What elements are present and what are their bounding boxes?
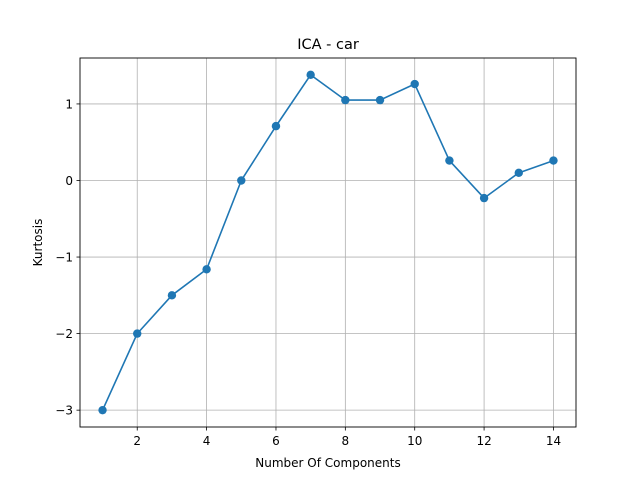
y-tick-label: −3 bbox=[55, 404, 73, 418]
data-point-marker bbox=[202, 265, 211, 274]
x-axis-title: Number Of Components bbox=[255, 456, 400, 470]
plot-area-frame bbox=[79, 57, 577, 428]
data-point-marker bbox=[133, 329, 142, 338]
ticks: 2 4 6 8 10 12 14 −3 −2 −1 0 1 bbox=[55, 97, 561, 448]
data-point-marker bbox=[271, 121, 281, 131]
data-point-marker bbox=[410, 79, 419, 89]
series-line bbox=[101, 74, 554, 411]
data-point-marker bbox=[479, 193, 489, 203]
data-point-marker bbox=[306, 70, 315, 80]
y-tick-label: 1 bbox=[65, 97, 73, 111]
data-point-marker bbox=[98, 405, 107, 415]
x-tick-label: 10 bbox=[407, 434, 422, 448]
data-point-marker bbox=[445, 156, 454, 165]
y-tick-label: 0 bbox=[65, 174, 73, 188]
data-point-marker bbox=[514, 168, 523, 178]
x-tick-label: 6 bbox=[272, 434, 280, 448]
data-point-marker bbox=[237, 176, 246, 185]
data-point-marker bbox=[341, 95, 350, 105]
y-tick-label: −1 bbox=[55, 251, 73, 265]
grid bbox=[80, 58, 576, 427]
x-tick-label: 12 bbox=[476, 434, 491, 448]
x-tick-label: 14 bbox=[546, 434, 561, 448]
data-point-marker bbox=[549, 156, 558, 165]
y-tick-label: −2 bbox=[55, 327, 73, 341]
data-point-marker bbox=[375, 95, 385, 105]
x-tick-label: 8 bbox=[342, 434, 350, 448]
chart-title: ICA - car bbox=[297, 37, 359, 53]
series-layer bbox=[98, 70, 558, 415]
data-point-marker bbox=[167, 291, 177, 300]
x-tick-label: 4 bbox=[203, 434, 211, 448]
x-tick-label: 2 bbox=[133, 434, 141, 448]
y-axis-title: Kurtosis bbox=[31, 219, 45, 267]
